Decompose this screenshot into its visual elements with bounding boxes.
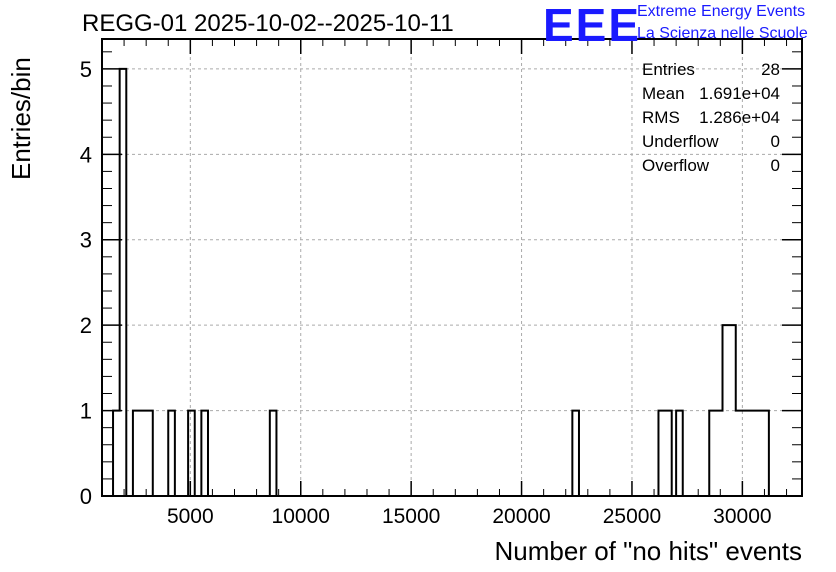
x-tick-label: 15000 xyxy=(382,505,440,528)
y-tick-label: 4 xyxy=(80,142,92,167)
x-axis-label: Number of "no hits" events xyxy=(494,536,803,566)
stats-row-rms: RMS 1.286e+04 xyxy=(642,106,780,130)
histogram-bin xyxy=(756,411,763,496)
y-tick-label: 3 xyxy=(80,228,92,253)
y-tick-label: 5 xyxy=(80,57,92,82)
histogram-bin xyxy=(716,411,723,496)
stats-value: 0 xyxy=(770,132,780,151)
tick-labels: 5000 10000 15000 20000 25000 30000 0 1 2 3 4 5 xyxy=(80,57,772,528)
x-tick-label: 20000 xyxy=(492,505,550,528)
eee-logo: EEE xyxy=(543,0,642,51)
histogram-bin xyxy=(140,411,147,496)
plot-frame xyxy=(101,38,803,497)
stats-row-underflow: Underflow 0 xyxy=(642,130,780,154)
x-tick-label: 30000 xyxy=(713,505,771,528)
stats-row-entries: Entries 28 xyxy=(642,58,780,82)
stats-value: 1.286e+04 xyxy=(699,108,780,127)
logo-line-2: La Scienza nelle Scuole xyxy=(637,25,808,42)
y-tick-label: 0 xyxy=(80,484,92,509)
stats-value: 1.691e+04 xyxy=(699,84,780,103)
stats-label: Underflow xyxy=(642,132,719,151)
stats-label: Entries xyxy=(642,60,695,79)
x-tick-label: 25000 xyxy=(603,505,661,528)
histogram-bin xyxy=(749,411,756,496)
x-tick-label: 5000 xyxy=(167,505,214,528)
histogram-step-line xyxy=(112,67,770,496)
y-tick-label: 1 xyxy=(80,399,92,424)
y-axis-label: Entries/bin xyxy=(6,57,36,180)
stats-row-overflow: Overflow 0 xyxy=(642,154,780,178)
stats-value: 0 xyxy=(770,156,780,175)
histogram-bin xyxy=(742,411,749,496)
stats-box: Entries 28 Mean 1.691e+04 RMS 1.286e+04 … xyxy=(642,58,780,178)
stats-label: Overflow xyxy=(642,156,710,175)
stats-label: RMS xyxy=(642,108,680,127)
stats-label: Mean xyxy=(642,84,685,103)
stats-row-mean: Mean 1.691e+04 xyxy=(642,82,780,106)
x-tick-label: 10000 xyxy=(272,505,330,528)
chart-title: REGG-01 2025-10-02--2025-10-11 xyxy=(82,10,454,37)
logo-line-1: Extreme Energy Events xyxy=(637,3,806,20)
y-tick-label: 2 xyxy=(80,313,92,338)
stats-value: 28 xyxy=(761,60,780,79)
grid-lines xyxy=(102,39,802,496)
histogram-bin xyxy=(736,411,743,496)
